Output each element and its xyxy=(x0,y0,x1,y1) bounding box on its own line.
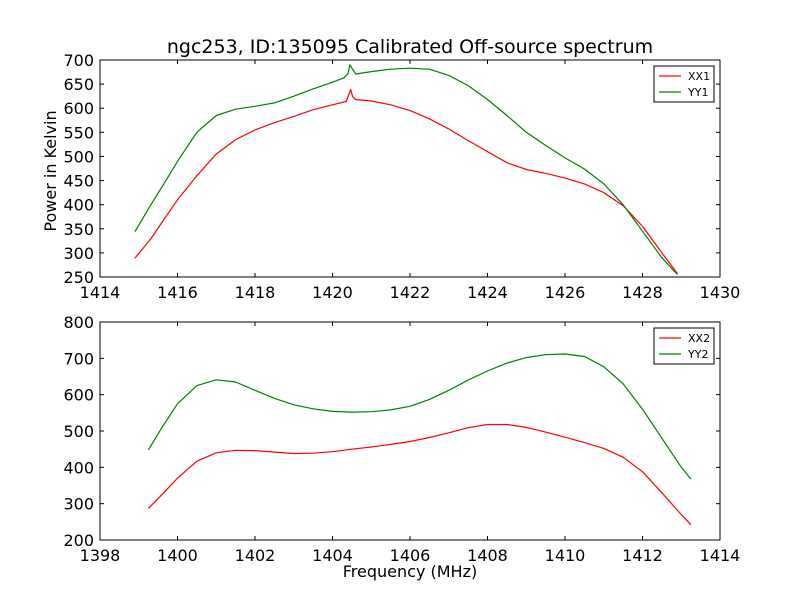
y-tick-label: 700 xyxy=(63,51,94,70)
x-tick-label: 1426 xyxy=(545,283,586,302)
x-tick-label: 1402 xyxy=(235,546,276,565)
x-tick-label: 1428 xyxy=(622,283,663,302)
y-tick-label: 700 xyxy=(63,349,94,368)
x-tick-label: 1430 xyxy=(700,283,741,302)
legend-label-xx2: XX2 xyxy=(688,332,710,345)
y-tick-label: 450 xyxy=(63,172,94,191)
series-line-xx2 xyxy=(147,423,692,526)
y-tick-label: 550 xyxy=(63,123,94,142)
x-tick-label: 1412 xyxy=(622,546,663,565)
y-tick-label: 350 xyxy=(63,220,94,239)
y-tick-label: 400 xyxy=(63,196,94,215)
y-tick-label: 600 xyxy=(63,99,94,118)
y-tick-label: 650 xyxy=(63,75,94,94)
y-tick-label: 300 xyxy=(63,495,94,514)
y-tick-label: 200 xyxy=(63,531,94,550)
legend-box xyxy=(653,327,715,365)
y-tick-label: 800 xyxy=(63,313,94,332)
y-tick-label: 500 xyxy=(63,147,94,166)
x-tick-label: 1414 xyxy=(700,546,741,565)
x-tick-label: 1414 xyxy=(80,283,121,302)
legend-label-xx1: XX1 xyxy=(688,70,710,83)
y-tick-label: 600 xyxy=(63,386,94,405)
legend-label-yy2: YY2 xyxy=(687,348,708,361)
plot-panels: 1414 1416 1418 1420 1422 1424 1426 1428 1430 250 3… xyxy=(63,51,740,565)
x-tick-label: 1424 xyxy=(467,283,508,302)
x-tick-label: 1420 xyxy=(312,283,353,302)
x-tick-label: 1406 xyxy=(390,546,431,565)
x-tick-label: 1418 xyxy=(235,283,276,302)
chart-title: ngc253, ID:135095 Calibrated Off-source … xyxy=(167,36,653,58)
x-axis-label: Frequency (MHz) xyxy=(343,562,477,581)
x-tick-label: 1398 xyxy=(80,546,121,565)
y-tick-label: 300 xyxy=(63,244,94,263)
y-tick-label: 250 xyxy=(63,268,94,287)
plot-panel-1: 1414 1416 1418 1420 1422 1424 1426 1428 1430 250 3… xyxy=(63,51,740,302)
plot-panel-2: 1398 1400 1402 1404 1406 1408 1410 1412 1414 200 3… xyxy=(63,313,740,565)
y-tick-label: 500 xyxy=(63,422,94,441)
series-line-yy2 xyxy=(147,353,692,480)
y-axis-label: Power in Kelvin xyxy=(41,110,60,231)
series-line-yy1 xyxy=(134,64,678,276)
x-tick-label: 1408 xyxy=(467,546,508,565)
x-tick-label: 1416 xyxy=(157,283,198,302)
x-tick-label: 1400 xyxy=(157,546,198,565)
legend-label-yy1: YY1 xyxy=(687,86,708,99)
legend-box xyxy=(653,65,715,103)
x-tick-label: 1422 xyxy=(390,283,431,302)
x-tick-label: 1410 xyxy=(545,546,586,565)
y-tick-label: 400 xyxy=(63,458,94,477)
series-line-xx1 xyxy=(134,88,678,274)
x-tick-label: 1404 xyxy=(312,546,353,565)
